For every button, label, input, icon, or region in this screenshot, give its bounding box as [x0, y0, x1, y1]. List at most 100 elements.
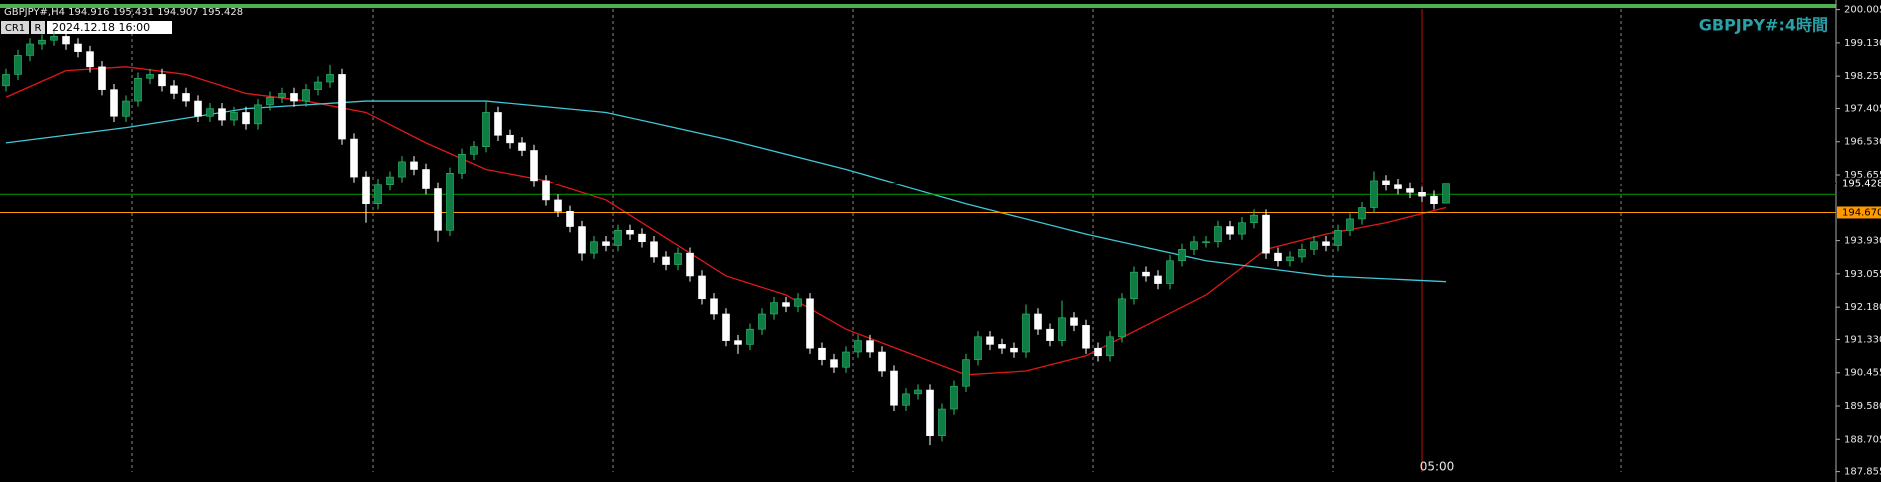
candle-body [890, 370, 898, 406]
candle-body [1058, 317, 1066, 341]
candle-body [782, 302, 790, 307]
candle-body [122, 100, 130, 117]
candle-body [242, 112, 250, 125]
price-label: 194.670 [1842, 207, 1881, 218]
toolbar-box[interactable] [1, 21, 29, 34]
toolbar-item[interactable]: R [35, 23, 42, 34]
candle-body [1190, 241, 1198, 250]
candle-body [926, 389, 934, 436]
candle-body [494, 112, 502, 136]
candle-body [866, 340, 874, 353]
candle-body [182, 93, 190, 102]
candle-body [1430, 195, 1438, 205]
candle-body [938, 408, 946, 436]
candle-body [278, 93, 286, 98]
candle-body [950, 385, 958, 410]
toolbar-item[interactable]: CR1 [5, 23, 25, 34]
candle-body [1394, 184, 1402, 189]
period-separators [131, 9, 1622, 472]
candle-body [1310, 241, 1318, 250]
y-tick-label: 192.180 [1844, 302, 1881, 313]
candle-body [158, 74, 166, 87]
candle-body [446, 172, 454, 231]
candle-body [110, 89, 118, 117]
chart-title: GBPJPY#:4時間 [1699, 16, 1828, 35]
header: GBPJPY#,H4 194.916 195.431 194.907 195.4… [4, 7, 243, 18]
candle-body [794, 298, 802, 307]
candle-body [134, 77, 142, 102]
candle-body [770, 302, 778, 315]
y-tick-label: 197.405 [1844, 103, 1881, 114]
candle-body [542, 180, 550, 201]
candle-body [518, 142, 526, 151]
candle-body [350, 138, 358, 178]
candle-body [1418, 192, 1426, 197]
candle-body [1130, 271, 1138, 300]
candle-body [50, 36, 58, 41]
toolbar-item[interactable]: 2024.12.18 16:00 [52, 21, 150, 34]
candle-body [482, 112, 490, 147]
candle-body [14, 55, 22, 75]
candle-body [86, 51, 94, 68]
y-tick-label: 191.330 [1844, 334, 1881, 345]
candle-body [506, 134, 514, 144]
candle-body [1046, 328, 1054, 341]
candle-body [290, 93, 298, 102]
candle-body [1334, 230, 1342, 246]
candle-body [194, 100, 202, 117]
candle-body [686, 252, 694, 277]
y-tick-label: 193.930 [1844, 236, 1881, 247]
y-tick-label: 190.455 [1844, 368, 1881, 379]
candle-body [1250, 214, 1258, 224]
candle-body [962, 359, 970, 387]
candle-body [1106, 336, 1114, 357]
candle-body [830, 359, 838, 368]
candle-body [638, 233, 646, 243]
candle-body [362, 176, 370, 205]
y-tick-label: 193.055 [1844, 269, 1881, 280]
toolbar-box[interactable] [47, 21, 172, 34]
candle-body [314, 81, 322, 90]
candle-body [878, 351, 886, 372]
candle-body [854, 340, 862, 353]
candle-body [98, 66, 106, 90]
candle-body [1142, 271, 1150, 277]
candle-body [1082, 325, 1090, 349]
candle-body [722, 313, 730, 341]
candle-body [590, 241, 598, 254]
candle-body [398, 161, 406, 178]
toolbar-box[interactable] [31, 21, 45, 34]
candle-body [566, 211, 574, 227]
candle-body [746, 328, 754, 345]
candle-body [254, 104, 262, 125]
candle-body [1154, 275, 1162, 284]
candle-body [458, 153, 466, 174]
y-tick-label: 188.705 [1844, 434, 1881, 445]
candle-body [230, 112, 238, 121]
y-tick-label: 196.530 [1844, 137, 1881, 148]
price-label: 195.428 [1842, 179, 1881, 190]
candle-body [674, 252, 682, 265]
candle-body [1358, 207, 1366, 220]
candle-body [986, 336, 994, 345]
candle-body [338, 74, 346, 140]
candle-body [998, 344, 1006, 349]
candle-body [62, 36, 70, 45]
candle-body [26, 43, 34, 56]
candle-body [1406, 188, 1414, 193]
candle-body [1322, 241, 1330, 246]
candle-body [1286, 256, 1294, 262]
candle-body [410, 161, 418, 170]
candle-body [626, 230, 634, 235]
candle-body [302, 89, 310, 102]
candle-body [1178, 249, 1186, 262]
candle-body [602, 241, 610, 246]
candle-body [1118, 298, 1126, 338]
crosshair-label: 05:00 [1420, 460, 1455, 474]
candle-body [1238, 222, 1246, 235]
candle-body [1202, 241, 1210, 244]
candle-body [1022, 313, 1030, 353]
candle-body [1346, 218, 1354, 231]
